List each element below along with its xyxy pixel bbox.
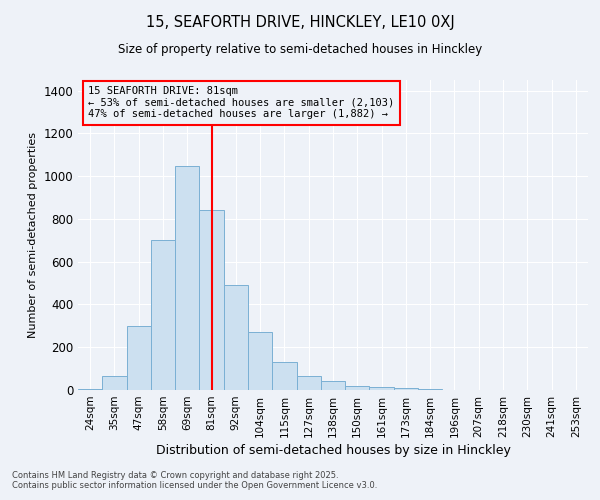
Bar bbox=[199, 210, 224, 390]
Bar bbox=[78, 389, 102, 390]
Bar bbox=[224, 285, 248, 390]
Bar bbox=[345, 386, 370, 390]
Bar bbox=[418, 389, 442, 390]
Bar bbox=[394, 388, 418, 390]
Text: Size of property relative to semi-detached houses in Hinckley: Size of property relative to semi-detach… bbox=[118, 42, 482, 56]
Bar bbox=[175, 166, 199, 390]
Text: Contains HM Land Registry data © Crown copyright and database right 2025.
Contai: Contains HM Land Registry data © Crown c… bbox=[12, 470, 377, 490]
Bar bbox=[127, 326, 151, 390]
Bar bbox=[248, 332, 272, 390]
Bar bbox=[272, 362, 296, 390]
Bar bbox=[102, 376, 127, 390]
Bar bbox=[370, 387, 394, 390]
Bar bbox=[296, 376, 321, 390]
X-axis label: Distribution of semi-detached houses by size in Hinckley: Distribution of semi-detached houses by … bbox=[155, 444, 511, 457]
Text: 15, SEAFORTH DRIVE, HINCKLEY, LE10 0XJ: 15, SEAFORTH DRIVE, HINCKLEY, LE10 0XJ bbox=[146, 15, 454, 30]
Y-axis label: Number of semi-detached properties: Number of semi-detached properties bbox=[28, 132, 38, 338]
Bar bbox=[321, 382, 345, 390]
Bar bbox=[151, 240, 175, 390]
Text: 15 SEAFORTH DRIVE: 81sqm
← 53% of semi-detached houses are smaller (2,103)
47% o: 15 SEAFORTH DRIVE: 81sqm ← 53% of semi-d… bbox=[88, 86, 394, 120]
